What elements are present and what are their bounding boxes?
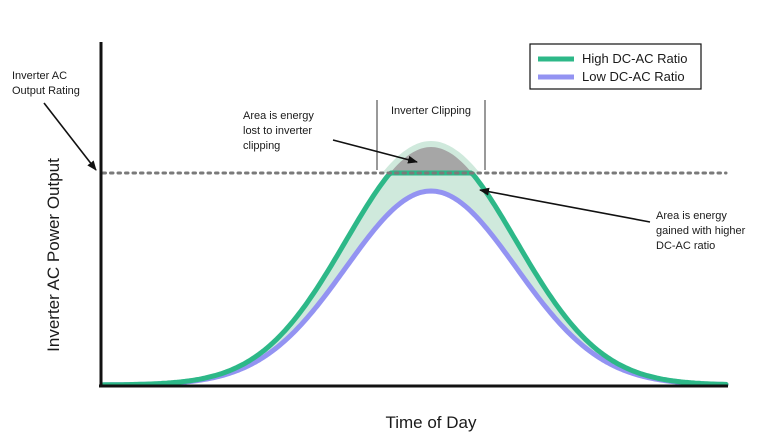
energy-lost-arrow	[332, 139, 418, 164]
inverter-rating-label-line2: Output Rating	[12, 85, 80, 97]
inverter-rating-label-line1: Inverter AC	[12, 70, 67, 82]
energy-gained-label-line1: Area is energy	[656, 210, 727, 222]
energy-lost-area	[389, 147, 473, 173]
energy-gained-label-line2: gained with higher	[656, 225, 746, 237]
clipping-bracket-label: Inverter Clipping	[391, 105, 471, 117]
legend-box	[529, 43, 702, 90]
energy-gained-arrow	[479, 187, 651, 223]
series-line-low-dc-ac	[100, 188, 729, 388]
legend-label-high: High DC-AC Ratio	[582, 51, 687, 66]
energy-lost-label-line1: Area is energy	[243, 110, 314, 122]
series-line-high-dc-ac	[100, 170, 729, 388]
legend: High DC-AC Ratio Low DC-AC Ratio	[529, 43, 702, 90]
energy-gained-area	[103, 173, 726, 385]
energy-gained-label-line3: DC-AC ratio	[656, 240, 715, 252]
inverter-rating-arrow	[43, 102, 97, 171]
y-axis-title: Inverter AC Power Output	[44, 158, 63, 352]
energy-lost-label-line3: clipping	[243, 140, 280, 152]
energy-lost-label-line2: lost to inverter	[243, 125, 312, 137]
x-axis-title: Time of Day	[385, 413, 477, 432]
legend-label-low: Low DC-AC Ratio	[582, 69, 685, 84]
